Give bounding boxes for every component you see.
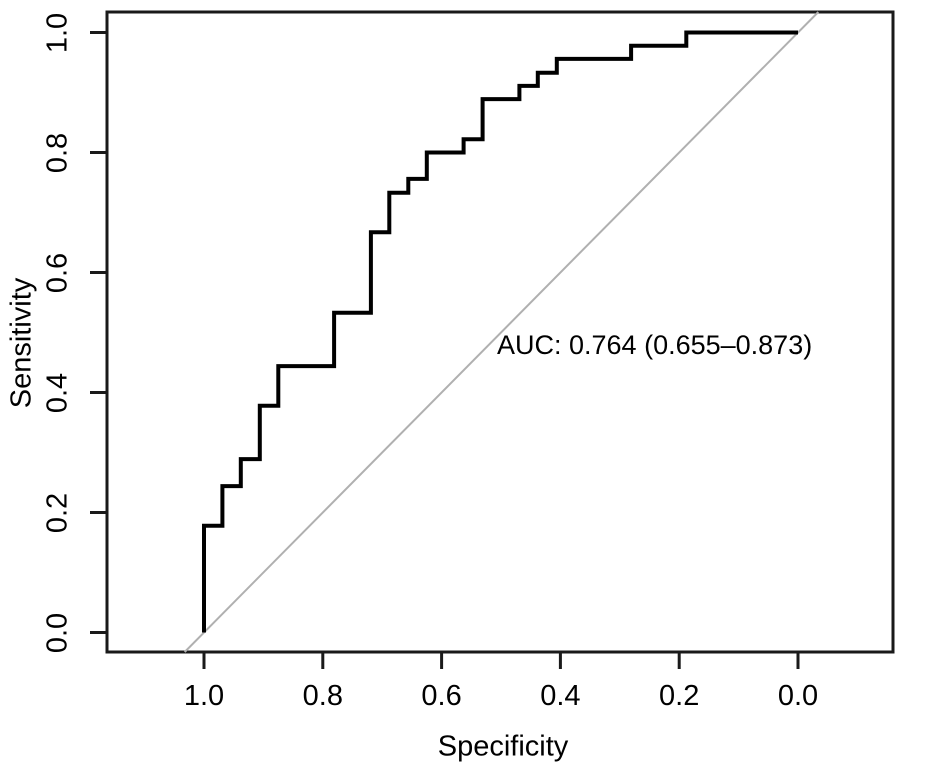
- x-tick-marks: [202, 652, 800, 669]
- plot-box: [105, 10, 895, 654]
- roc-curve-group: [202, 30, 798, 633]
- roc-curve: [202, 30, 798, 633]
- auc-annotation: AUC: 0.764 (0.655–0.873): [497, 330, 813, 360]
- y-tick-marks: [90, 31, 107, 634]
- diagonal-reference-line: [183, 11, 820, 653]
- diagonal-reference-group: [183, 11, 820, 653]
- plot-frame-group: [105, 10, 895, 654]
- x-axis-title: Specificity: [437, 730, 569, 763]
- y-axis-title: Sensitivity: [5, 277, 38, 409]
